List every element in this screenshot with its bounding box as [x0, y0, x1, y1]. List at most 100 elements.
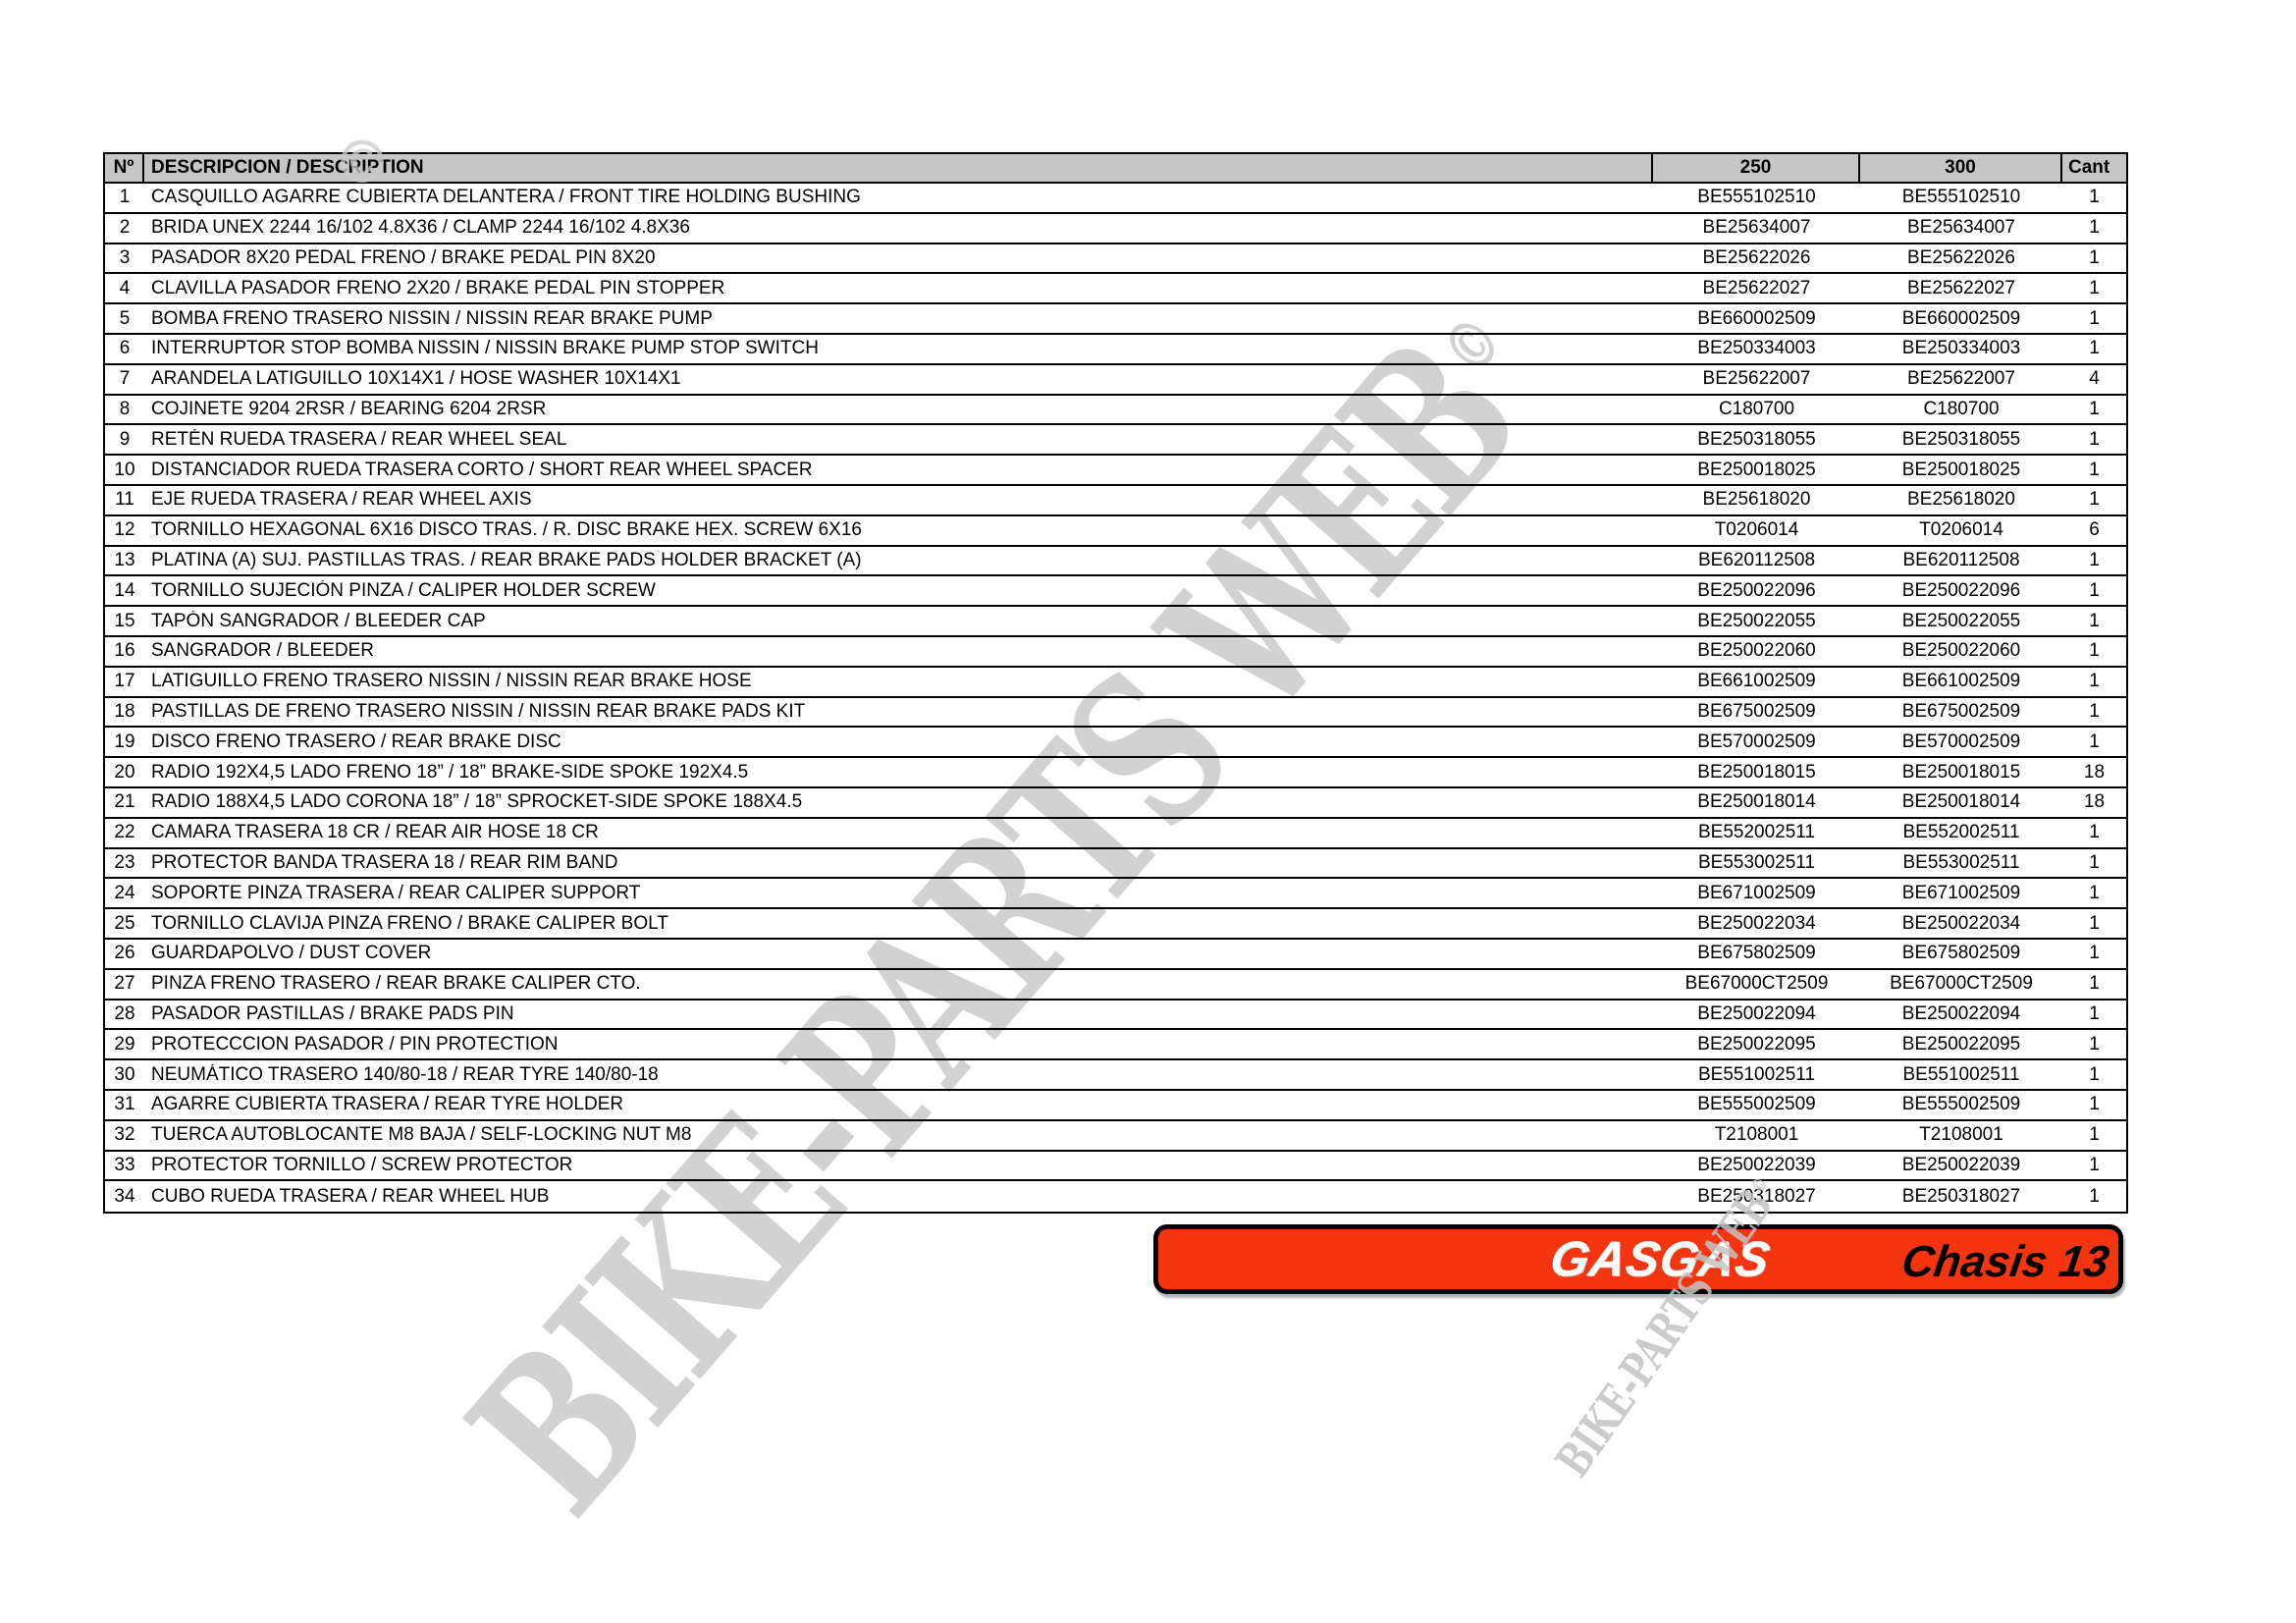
- cell-description: PINZA FRENO TRASERO / REAR BRAKE CALIPER…: [151, 973, 641, 995]
- cell-250: T2108001: [1714, 1124, 1799, 1146]
- cell-250: BE250022095: [1697, 1033, 1816, 1055]
- brand-banner: GASGAS Chasis 13: [1153, 1224, 2123, 1294]
- cell-n: 26: [114, 943, 135, 964]
- cell-250: BE250018015: [1697, 761, 1816, 783]
- cell-n: 16: [114, 640, 135, 662]
- table-row: 29 PROTECCCION PASADOR / PIN PROTECTION BE…: [105, 1030, 2126, 1061]
- cell-cant: 1: [2089, 882, 2100, 903]
- cell-250: BE570002509: [1697, 730, 1816, 752]
- cell-300: BE552002511: [1902, 822, 2020, 843]
- cell-cant: 1: [2089, 1094, 2100, 1115]
- cell-300: BE250018015: [1901, 761, 2021, 783]
- cell-cant: 1: [2089, 912, 2100, 934]
- cell-cant: 1: [2089, 730, 2100, 752]
- cell-300: BE250018014: [1901, 791, 2021, 813]
- cell-cant: 1: [2089, 1154, 2100, 1175]
- cell-250: BE250022096: [1697, 579, 1816, 601]
- cell-300: T0206014: [1919, 519, 2003, 541]
- cell-300: BE660002509: [1901, 307, 2021, 329]
- cell-cant: 1: [2089, 428, 2100, 450]
- cell-description: TAPÓN SANGRADOR / BLEEDER CAP: [151, 610, 486, 631]
- table-row: 17 LATIGUILLO FRENO TRASERO NISSIN / NISS…: [105, 668, 2126, 698]
- cell-n: 1: [119, 187, 131, 208]
- watermark-bike-parts-web-small: BIKE-PARTS WEB©: [1546, 1168, 1792, 1488]
- table-row: 4 CLAVILLA PASADOR FRENO 2X20 / BRAKE PED…: [105, 274, 2126, 305]
- cell-300: BE250022034: [1901, 912, 2021, 934]
- cell-description: DISCO FRENO TRASERO / REAR BRAKE DISC: [151, 730, 561, 752]
- table-row: 10 DISTANCIADOR RUEDA TRASERA CORTO / SHO…: [105, 456, 2126, 486]
- cell-250: BE675802509: [1697, 943, 1816, 964]
- cell-250: BE250022060: [1697, 640, 1816, 662]
- table-row: 18 PASTILLAS DE FRENO TRASERO NISSIN / NI…: [105, 698, 2126, 729]
- cell-description: CAMARA TRASERA 18 CR / REAR AIR HOSE 18 …: [151, 822, 599, 843]
- table-row: 3 PASADOR 8X20 PEDAL FRENO / BRAKE PEDAL …: [105, 244, 2126, 275]
- cell-description: PROTECTOR TORNILLO / SCREW PROTECTOR: [151, 1154, 573, 1175]
- cell-description: PASTILLAS DE FRENO TRASERO NISSIN / NISS…: [151, 700, 806, 722]
- cell-250: BE250318027: [1697, 1185, 1816, 1207]
- cell-300: BE25618020: [1907, 489, 2015, 511]
- table-row: 16 SANGRADOR / BLEEDER BE250022060 BE250022…: [105, 637, 2126, 668]
- cell-n: 5: [119, 307, 131, 329]
- cell-n: 15: [114, 610, 135, 631]
- cell-n: 22: [114, 822, 135, 843]
- cell-300: BE25634007: [1907, 217, 2015, 239]
- table-row: 7 ARANDELA LATIGUILLO 10X14X1 / HOSE WASH…: [105, 365, 2126, 396]
- cell-description: SANGRADOR / BLEEDER: [151, 640, 374, 662]
- cell-description: CUBO RUEDA TRASERA / REAR WHEEL HUB: [151, 1185, 550, 1207]
- cell-n: 31: [114, 1094, 135, 1115]
- cell-250: BE250018025: [1697, 459, 1816, 480]
- cell-description: BOMBA FRENO TRASERO NISSIN / NISSIN REAR…: [151, 307, 713, 329]
- cell-300: BE250334003: [1901, 338, 2021, 359]
- header-cant: Cant: [2068, 157, 2110, 178]
- cell-n: 28: [114, 1002, 135, 1024]
- cell-cant: 1: [2089, 217, 2100, 239]
- cell-n: 17: [114, 671, 135, 692]
- cell-300: BE671002509: [1901, 882, 2021, 903]
- cell-description: EJE RUEDA TRASERA / REAR WHEEL AXIS: [151, 489, 532, 511]
- cell-cant: 1: [2089, 338, 2100, 359]
- table-row: 26 GUARDAPOLVO / DUST COVER BE675802509 BE6…: [105, 940, 2126, 970]
- cell-cant: 1: [2089, 822, 2100, 843]
- cell-250: BE250022039: [1697, 1154, 1816, 1175]
- cell-n: 21: [114, 791, 135, 813]
- cell-description: PROTECCCION PASADOR / PIN PROTECTION: [151, 1033, 559, 1055]
- cell-250: C180700: [1718, 398, 1795, 419]
- cell-n: 2: [119, 217, 131, 239]
- cell-300: BE250022095: [1901, 1033, 2021, 1055]
- cell-n: 19: [114, 730, 135, 752]
- table-body: 1 CASQUILLO AGARRE CUBIERTA DELANTERA / F…: [105, 184, 2126, 1212]
- table-row: 31 AGARRE CUBIERTA TRASERA / REAR TYRE HO…: [105, 1091, 2126, 1121]
- table-row: 11 EJE RUEDA TRASERA / REAR WHEEL AXIS BE2…: [105, 486, 2126, 516]
- cell-300: BE675002509: [1901, 700, 2021, 722]
- cell-cant: 1: [2089, 973, 2100, 995]
- copyright-icon: ©: [333, 129, 392, 197]
- header-description: DESCRIPCION / DESCRIPTION: [144, 154, 1653, 182]
- cell-cant: 1: [2089, 671, 2100, 692]
- cell-300: BE553002511: [1902, 851, 2020, 873]
- table-row: 20 RADIO 192X4,5 LADO FRENO 18” / 18” BRA…: [105, 758, 2126, 788]
- cell-250: BE620112508: [1697, 549, 1816, 570]
- cell-250: BE250022034: [1697, 912, 1816, 934]
- table-row: 14 TORNILLO SUJECIÓN PINZA / CALIPER HOLD…: [105, 576, 2126, 608]
- cell-250: BE675002509: [1697, 700, 1816, 722]
- cell-n: 24: [114, 882, 135, 903]
- cell-n: 13: [114, 549, 135, 570]
- cell-description: TORNILLO CLAVIJA PINZA FRENO / BRAKE CAL…: [151, 912, 668, 934]
- cell-n: 20: [114, 761, 135, 783]
- cell-300: BE551002511: [1902, 1063, 2020, 1085]
- cell-300: BE250022096: [1901, 579, 2021, 601]
- cell-n: 32: [114, 1124, 135, 1146]
- table-row: 1 CASQUILLO AGARRE CUBIERTA DELANTERA / F…: [105, 184, 2126, 214]
- cell-description: COJINETE 9204 2RSR / BEARING 6204 2RSR: [151, 398, 547, 419]
- cell-description: TORNILLO SUJECIÓN PINZA / CALIPER HOLDER…: [151, 579, 656, 601]
- cell-n: 23: [114, 851, 135, 873]
- cell-250: BE551002511: [1697, 1063, 1816, 1085]
- table-row: 6 INTERRUPTOR STOP BOMBA NISSIN / NISSIN …: [105, 335, 2126, 365]
- table-row: 22 CAMARA TRASERA 18 CR / REAR AIR HOSE 1…: [105, 819, 2126, 849]
- table-row: 28 PASADOR PASTILLAS / BRAKE PADS PIN BE25…: [105, 1001, 2126, 1031]
- header-250: 250: [1653, 154, 1860, 182]
- cell-n: 18: [114, 700, 135, 722]
- cell-cant: 1: [2089, 943, 2100, 964]
- cell-cant: 1: [2089, 1185, 2100, 1207]
- cell-300: BE250018025: [1901, 459, 2021, 480]
